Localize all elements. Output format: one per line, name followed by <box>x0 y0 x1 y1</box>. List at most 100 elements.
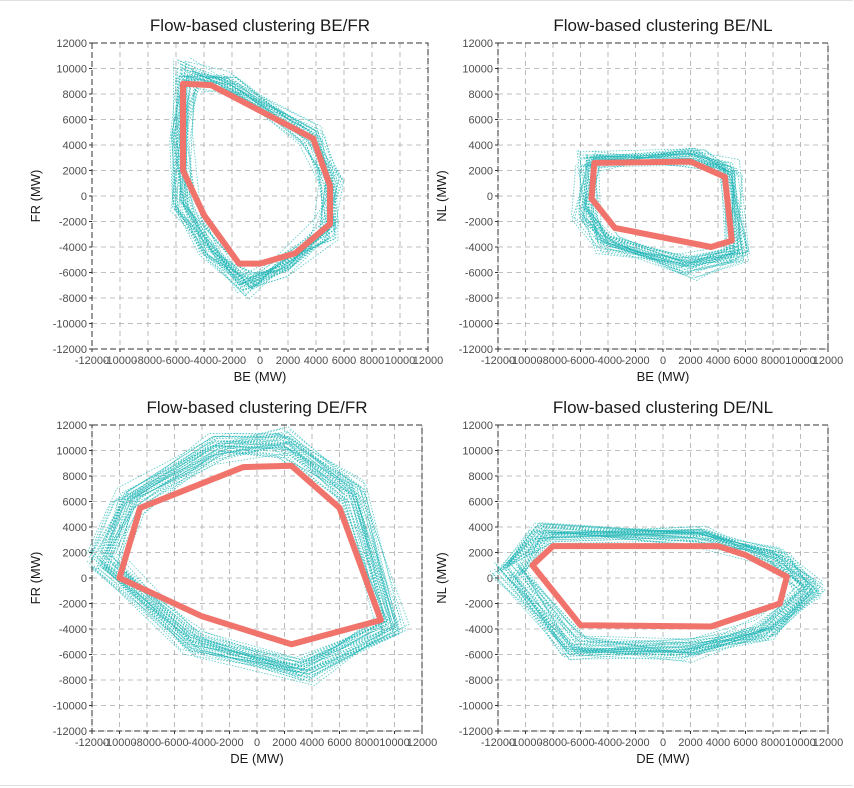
domain-outline <box>507 530 818 658</box>
y-tick-label: 12000 <box>56 420 87 432</box>
domain-outline <box>170 63 335 295</box>
domain-outline <box>110 443 390 669</box>
domain-outline <box>507 532 815 655</box>
x-tick-label: -12000 <box>481 355 515 367</box>
domain-outline <box>500 525 816 657</box>
y-tick-label: 2000 <box>63 548 87 560</box>
y-tick-label: 6000 <box>63 497 87 509</box>
y-tick-label: 10000 <box>462 64 493 76</box>
chart-panel-4: -12000-10000-8000 -6000 -4000 -2000 0 2000 400… <box>434 398 843 766</box>
domain-outline <box>177 82 334 287</box>
y-tick-label: 2000 <box>63 166 87 178</box>
x-tick-label: -12000 <box>75 737 109 749</box>
x-tick-label: -6000 <box>566 737 594 749</box>
domain-outline <box>495 522 820 659</box>
x-tick-label: 8000 <box>761 737 785 749</box>
x-tick-label: 0 <box>660 737 666 749</box>
domain-outline <box>491 524 818 657</box>
x-tick-label: 6000 <box>332 355 356 367</box>
domain-outline <box>114 447 389 668</box>
y-tick-label: -10000 <box>459 701 493 713</box>
x-tick-label: 2000 <box>678 355 702 367</box>
domain-outline <box>104 441 395 662</box>
chart-title: Flow-based clustering DE/FR <box>146 398 367 417</box>
y-tick-label: -2000 <box>465 599 493 611</box>
domain-outline <box>590 155 734 265</box>
x-tick-label: 12000 <box>813 737 844 749</box>
x-tick-label: 8000 <box>761 355 785 367</box>
y-tick-label: 6000 <box>469 497 493 509</box>
chart-title: Flow-based clustering BE/FR <box>150 16 370 35</box>
domain-outline <box>112 450 385 660</box>
y-tick-label: -4000 <box>465 242 493 254</box>
domain-outline <box>579 148 735 276</box>
domain-outline <box>109 452 378 672</box>
x-tick-label: 0 <box>660 355 666 367</box>
x-axis-label: BE (MW) <box>637 369 690 384</box>
y-tick-label: -12000 <box>459 344 493 356</box>
domain-outline <box>595 157 741 264</box>
y-tick-label: 4000 <box>63 140 87 152</box>
domain-outline <box>98 437 395 682</box>
y-tick-label: 12000 <box>56 38 87 50</box>
y-tick-label: 2000 <box>469 548 493 560</box>
domain-outline <box>513 529 800 654</box>
y-tick-label: 0 <box>81 573 87 585</box>
domain-outline <box>521 529 808 655</box>
domain-outline <box>111 451 382 673</box>
domain-outline <box>119 445 384 658</box>
representative-domain <box>529 543 790 630</box>
domain-outline <box>507 522 824 663</box>
domain-outline <box>504 529 814 652</box>
y-tick-label: 8000 <box>469 89 493 101</box>
x-tick-label: 12000 <box>407 737 438 749</box>
domain-outline <box>100 445 402 677</box>
y-tick-label: 0 <box>487 573 493 585</box>
x-tick-label: -10000 <box>508 737 542 749</box>
y-tick-label: -6000 <box>59 268 87 280</box>
chart-panel-2: -12000-10000-8000 -6000 -4000 -2000 0 2000 400… <box>434 16 843 384</box>
x-tick-label: -8000 <box>539 737 567 749</box>
y-tick-label: -12000 <box>53 344 87 356</box>
domain-outline <box>97 426 396 686</box>
x-tick-label: 10000 <box>385 355 416 367</box>
y-tick-label: -6000 <box>59 650 87 662</box>
domain-outline <box>172 67 340 286</box>
domain-outline <box>506 529 805 653</box>
y-axis-label: NL (MW) <box>434 552 449 604</box>
domain-outline <box>97 435 385 662</box>
domain-outline <box>88 435 398 671</box>
domain-outline <box>512 537 811 644</box>
domain-outline <box>500 530 814 654</box>
domain-outline <box>171 57 337 297</box>
domain-outline <box>580 153 741 278</box>
x-tick-label: 0 <box>257 355 263 367</box>
x-tick-label: -2000 <box>218 355 246 367</box>
domain-outline <box>523 531 799 640</box>
domain-outline <box>186 76 320 287</box>
domain-outline <box>584 153 742 268</box>
domain-outline <box>583 152 748 271</box>
x-tick-label: -10000 <box>102 737 136 749</box>
y-tick-label: -8000 <box>465 675 493 687</box>
x-tick-label: -2000 <box>215 737 243 749</box>
y-tick-label: -6000 <box>465 650 493 662</box>
x-tick-label: 0 <box>254 737 260 749</box>
x-tick-label: 12000 <box>813 355 844 367</box>
chart-title: Flow-based clustering BE/NL <box>553 16 772 35</box>
y-tick-label: 12000 <box>462 38 493 50</box>
x-tick-label: 2000 <box>276 355 300 367</box>
representative-domain <box>180 80 333 267</box>
domain-outline <box>114 450 388 664</box>
x-tick-label: 10000 <box>785 737 816 749</box>
domain-outline <box>581 153 736 259</box>
y-tick-label: -2000 <box>59 599 87 611</box>
y-tick-label: -4000 <box>59 242 87 254</box>
domain-outline <box>94 440 400 674</box>
x-tick-label: 4000 <box>706 737 730 749</box>
x-axis-label: BE (MW) <box>234 369 287 384</box>
chart-panel-1: -12000-10000-8000 -6000 -4000 -2000 0 2000 400… <box>28 16 443 384</box>
y-tick-label: -8000 <box>59 675 87 687</box>
